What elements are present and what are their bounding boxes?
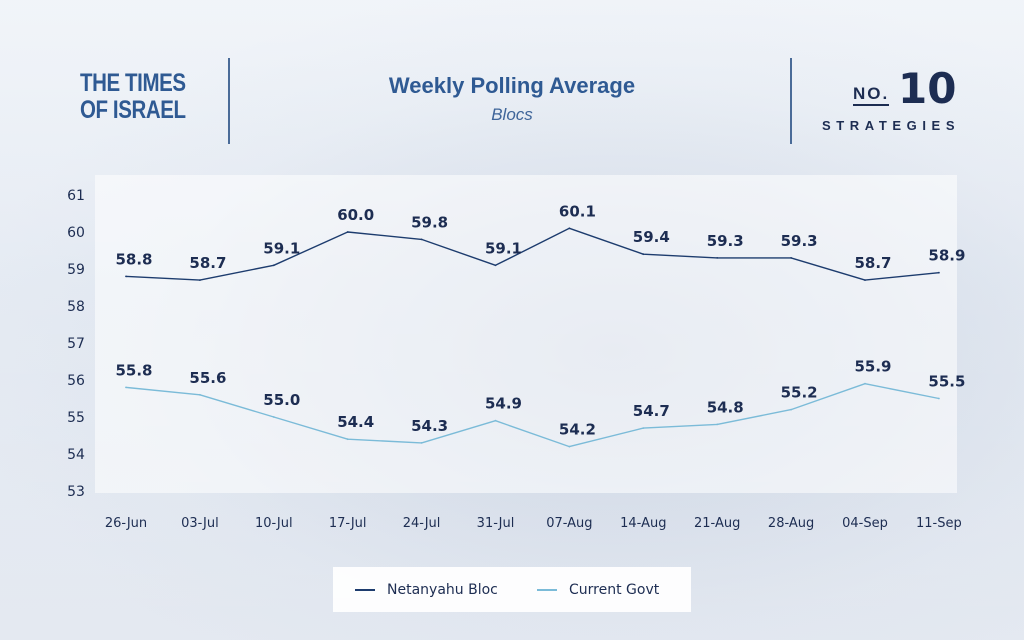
series-line-current-govt: [125, 383, 940, 448]
data-point: [568, 445, 571, 448]
data-label: 54.9: [485, 395, 522, 413]
data-label: 58.7: [189, 254, 226, 272]
times-of-israel-logo: THE TIMES OF ISRAEL: [80, 70, 186, 124]
data-label: 59.3: [707, 232, 744, 250]
data-point: [420, 442, 423, 444]
data-label: 54.3: [411, 417, 448, 435]
data-label: 54.2: [559, 421, 596, 439]
x-tick-label: 31-Jul: [477, 516, 515, 531]
legend-item-netanyahu-bloc: Netanyahu Bloc: [355, 581, 498, 599]
data-label: 55.0: [263, 391, 300, 409]
y-tick-label: 54: [67, 447, 85, 463]
series-line-netanyahu-bloc: [125, 227, 939, 281]
x-tick-label: 03-Jul: [181, 516, 219, 531]
data-point: [716, 257, 719, 259]
data-label: 58.7: [854, 254, 891, 272]
data-point: [938, 271, 940, 274]
data-point: [346, 231, 349, 233]
data-label: 55.2: [781, 384, 818, 402]
y-tick-label: 53: [67, 484, 85, 500]
logo-line-1: THE TIMES: [80, 69, 186, 97]
data-label: 59.1: [263, 239, 300, 257]
data-point: [864, 382, 866, 385]
data-point: [716, 423, 719, 426]
data-point: [864, 279, 866, 281]
legend-label-netanyahu-bloc: Netanyahu Bloc: [387, 582, 498, 598]
data-label: 59.8: [411, 213, 448, 231]
chart-title: Weekly Polling Average: [388, 73, 636, 98]
data-label: 55.8: [115, 361, 152, 379]
y-tick-label: 58: [67, 299, 85, 315]
x-tick-label: 11-Sep: [916, 516, 962, 531]
x-tick-label: 14-Aug: [620, 516, 666, 531]
data-point: [125, 275, 127, 278]
x-tick-label: 04-Sep: [842, 516, 888, 531]
x-tick-label: 10-Jul: [255, 516, 293, 531]
data-point: [642, 253, 645, 256]
data-label: 54.7: [633, 402, 670, 420]
data-point: [199, 393, 201, 396]
data-point: [494, 419, 497, 422]
x-tick-label: 26-Jun: [105, 516, 147, 531]
header-divider-left: [228, 58, 230, 144]
data-point: [938, 397, 940, 400]
chart-legend: Netanyahu Bloc Current Govt: [333, 567, 691, 612]
legend-label-current-govt: Current Govt: [569, 582, 660, 598]
y-tick-label: 57: [67, 336, 85, 352]
legend-swatch-current-govt: [537, 589, 557, 591]
brand-word: STRATEGIES: [822, 118, 961, 133]
brand-prefix: NO.: [853, 85, 890, 106]
data-label: 55.9: [854, 358, 891, 376]
y-tick-label: 56: [67, 373, 85, 389]
data-point: [346, 438, 349, 441]
x-tick-label: 17-Jul: [329, 516, 367, 531]
data-point: [790, 408, 792, 411]
data-label: 58.8: [115, 250, 152, 268]
data-label: 59.1: [485, 239, 522, 257]
y-tick-label: 60: [67, 225, 85, 241]
data-label: 58.9: [928, 247, 965, 265]
data-label: 60.1: [559, 202, 596, 220]
data-label: 55.5: [928, 373, 965, 391]
data-point: [199, 279, 201, 281]
data-label: 60.0: [337, 206, 374, 224]
x-tick-label: 28-Aug: [768, 516, 814, 531]
data-point: [272, 416, 275, 418]
data-point: [125, 386, 127, 389]
brand-number: 10: [898, 64, 957, 113]
y-tick-label: 61: [67, 188, 85, 204]
legend-swatch-netanyahu-bloc: [355, 589, 375, 591]
x-tick-label: 24-Jul: [403, 516, 441, 531]
y-tick-label: 59: [67, 262, 85, 278]
logo-line-2: OF ISRAEL: [80, 96, 186, 124]
data-point: [642, 427, 645, 429]
data-label: 54.8: [707, 398, 744, 416]
plot-area: [95, 175, 957, 493]
data-point: [568, 227, 571, 230]
header-divider-right: [790, 58, 792, 144]
data-point: [790, 257, 792, 259]
data-point: [494, 264, 497, 267]
data-point: [272, 264, 275, 267]
chart-subtitle: Blocs: [491, 105, 533, 124]
data-label: 59.3: [781, 232, 818, 250]
data-point: [420, 238, 423, 241]
x-tick-label: 21-Aug: [694, 516, 740, 531]
data-label: 55.6: [189, 369, 226, 387]
y-tick-label: 55: [67, 410, 85, 426]
x-tick-label: 07-Aug: [546, 516, 592, 531]
data-label: 59.4: [633, 228, 670, 246]
legend-item-current-govt: Current Govt: [537, 581, 659, 599]
data-label: 54.4: [337, 413, 374, 431]
